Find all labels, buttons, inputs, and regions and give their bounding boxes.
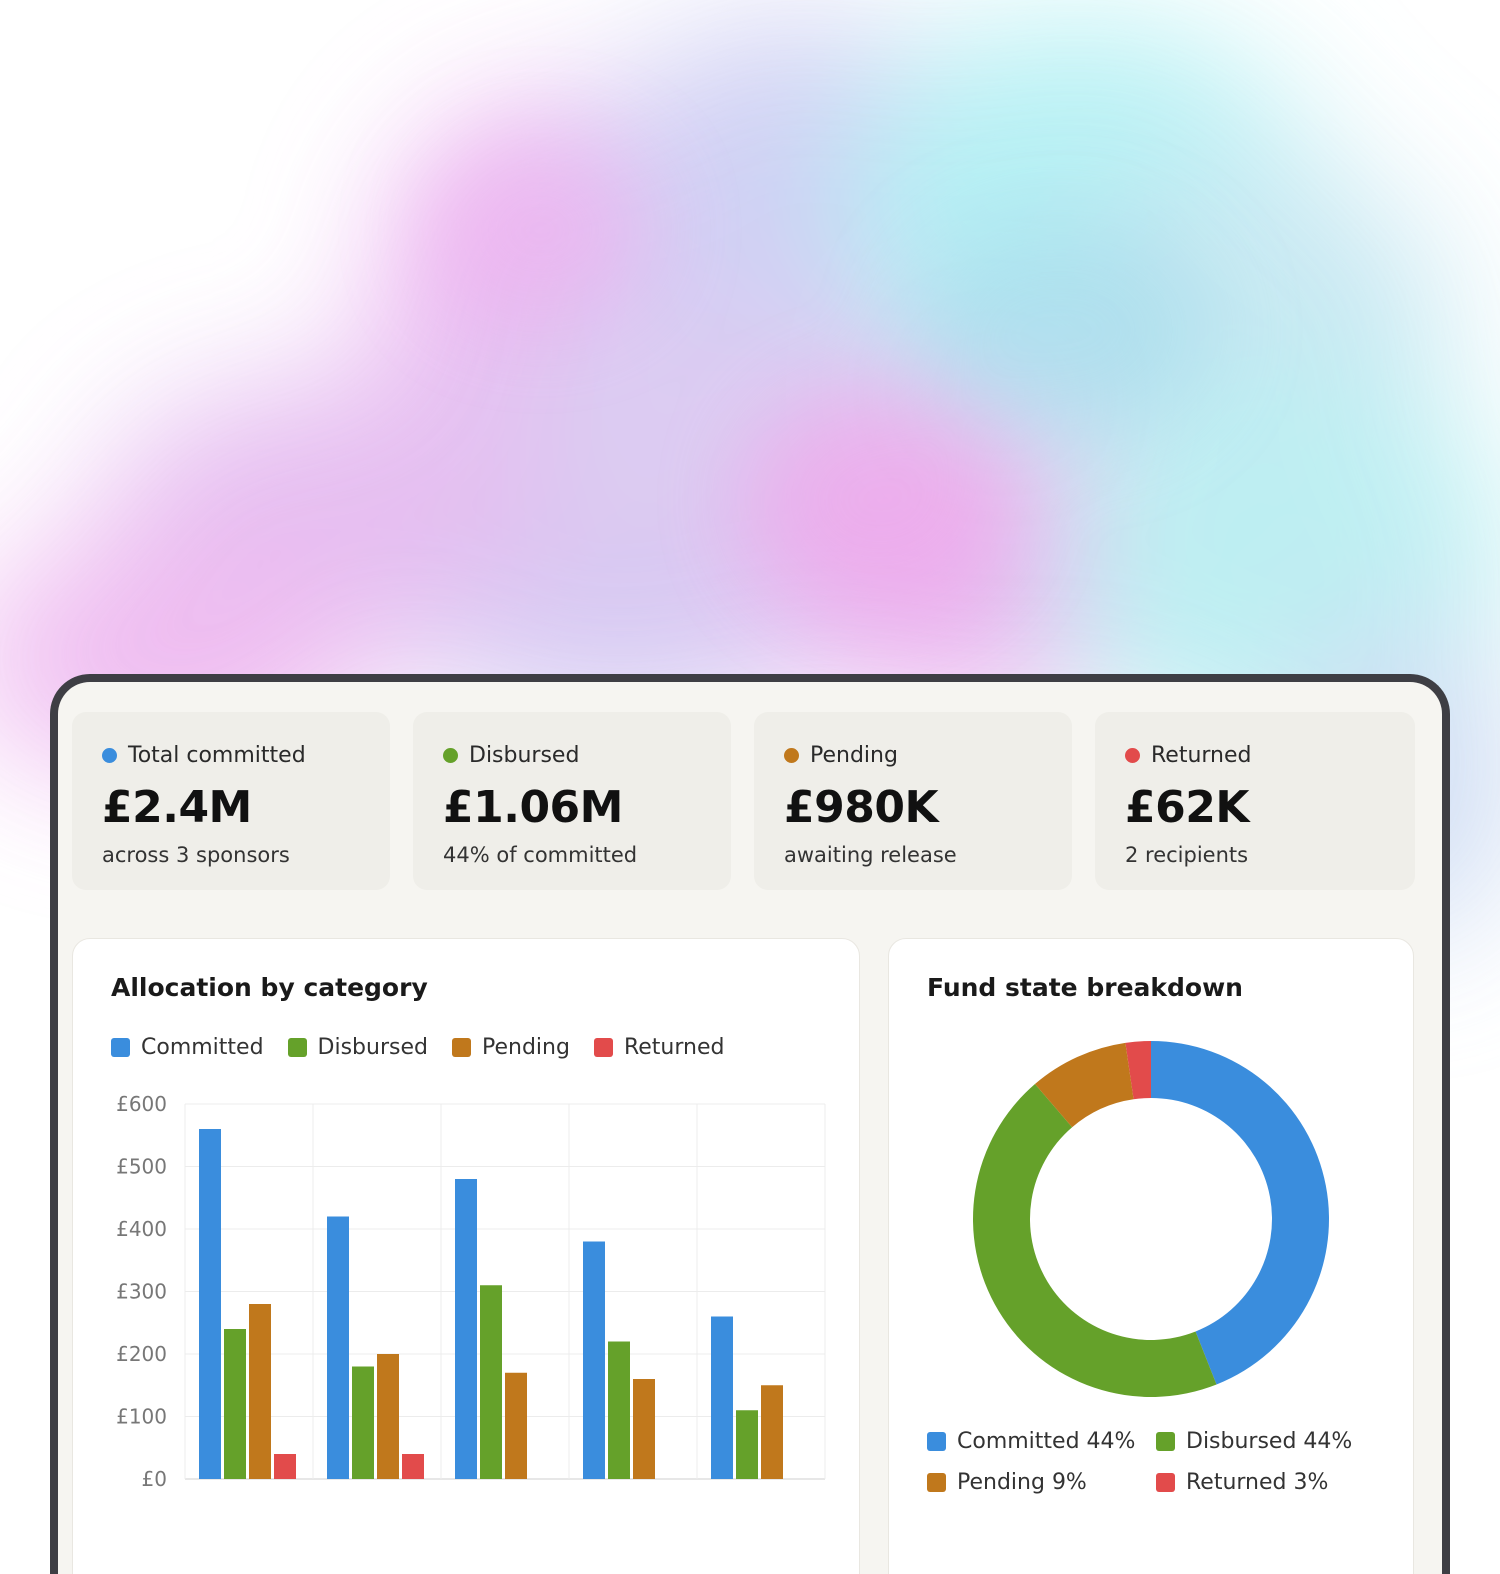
y-tick-label: £200	[116, 1342, 167, 1366]
donut-slice-committed[interactable]	[1151, 1041, 1329, 1385]
legend-label: Returned	[623, 1035, 725, 1060]
y-tick-label: £100	[116, 1405, 167, 1429]
bar-committed[interactable]	[327, 1216, 349, 1480]
bar-returned[interactable]	[274, 1454, 296, 1479]
bar-pending[interactable]	[633, 1379, 655, 1479]
stat-subtext: across 3 sponsors	[102, 843, 290, 867]
bar-returned[interactable]	[402, 1454, 424, 1479]
bar-pending[interactable]	[505, 1372, 527, 1479]
stat-value: £980K	[784, 782, 939, 833]
bar-pending[interactable]	[377, 1354, 399, 1479]
y-tick-label: £300	[116, 1280, 167, 1304]
stat-value: £1.06M	[443, 782, 623, 833]
legend-item-returned[interactable]: Returned	[593, 1035, 725, 1060]
legend-label: Disbursed 44%	[1186, 1429, 1353, 1454]
donut-slice-returned[interactable]	[1125, 1041, 1151, 1100]
donut-slice-pending[interactable]	[1034, 1042, 1134, 1128]
legend-label: Committed 44%	[957, 1429, 1136, 1454]
bar-committed[interactable]	[711, 1316, 733, 1480]
legend-label: Pending 9%	[957, 1470, 1087, 1495]
stat-label: Returned	[1151, 742, 1252, 768]
bar-disbursed[interactable]	[480, 1285, 502, 1479]
legend-label: Pending	[481, 1035, 570, 1060]
status-dot-icon	[1125, 747, 1140, 763]
tablet-frame: Total committed £2.4M across 3 sponsors …	[50, 674, 1450, 1574]
status-dot-icon	[784, 747, 799, 763]
y-tick-label: £500	[116, 1155, 167, 1179]
fund-state-donut-chart	[973, 1041, 1329, 1397]
legend-item-disbursed[interactable]: Disbursed	[287, 1035, 428, 1060]
stat-label: Disbursed	[469, 742, 580, 768]
bar-pending[interactable]	[761, 1385, 783, 1479]
y-tick-label: £600	[116, 1092, 167, 1116]
stat-label: Pending	[810, 742, 898, 768]
swatch-icon	[287, 1038, 307, 1057]
stat-subtext: 2 recipients	[1125, 843, 1249, 867]
stat-card-pending[interactable]: Pending £980K awaiting release	[754, 712, 1072, 890]
legend-label: Returned 3%	[1186, 1470, 1329, 1495]
bar-committed[interactable]	[199, 1129, 221, 1479]
swatch-icon	[451, 1038, 471, 1057]
legend-item-committed[interactable]: Committed	[111, 1035, 264, 1060]
donut-slice-disbursed[interactable]	[973, 1084, 1217, 1397]
status-dot-icon	[443, 747, 458, 763]
swatch-icon	[593, 1038, 613, 1057]
allocation-panel: Allocation by category Committed Disburs…	[72, 938, 860, 1574]
bar-committed[interactable]	[583, 1241, 605, 1480]
bar-disbursed[interactable]	[352, 1366, 374, 1480]
stat-card-disbursed[interactable]: Disbursed £1.06M 44% of committed	[413, 712, 731, 890]
swatch-icon	[1156, 1473, 1175, 1492]
bar-disbursed[interactable]	[608, 1341, 630, 1480]
legend-label: Disbursed	[317, 1035, 428, 1060]
y-tick-label: £0	[142, 1467, 167, 1491]
swatch-icon	[927, 1432, 946, 1451]
stat-subtext: awaiting release	[784, 843, 957, 867]
allocation-title: Allocation by category	[111, 973, 428, 1002]
fund-state-panel: Fund state breakdown Committed 44% Disbu…	[888, 938, 1414, 1574]
legend-label: Committed	[141, 1035, 264, 1060]
legend-item-pending[interactable]: Pending	[451, 1035, 570, 1060]
swatch-icon	[111, 1038, 130, 1057]
swatch-icon	[927, 1473, 946, 1492]
fund-state-title: Fund state breakdown	[927, 973, 1243, 1002]
pie-legend-returned[interactable]: Returned 3%	[1156, 1470, 1328, 1495]
bar-committed[interactable]	[455, 1179, 477, 1479]
stat-card-returned[interactable]: Returned £62K 2 recipients	[1095, 712, 1415, 890]
swatch-icon	[1156, 1432, 1175, 1451]
stat-value: £62K	[1125, 782, 1249, 833]
stat-value: £2.4M	[102, 782, 252, 833]
stat-subtext: 44% of committed	[443, 843, 638, 867]
bar-pending[interactable]	[249, 1304, 271, 1479]
status-dot-icon	[102, 747, 117, 763]
pie-legend-pending[interactable]: Pending 9%	[927, 1470, 1087, 1495]
allocation-bar-chart: £0 £100 £200 £300 £400 £500 £600	[116, 1092, 826, 1491]
allocation-legend: Committed Disbursed Pending Returned	[111, 1035, 748, 1060]
bar-disbursed[interactable]	[736, 1410, 758, 1479]
stat-card-total-committed[interactable]: Total committed £2.4M across 3 sponsors	[72, 712, 390, 890]
y-tick-label: £400	[116, 1217, 167, 1241]
stat-label: Total committed	[128, 742, 306, 768]
bar-disbursed[interactable]	[224, 1329, 246, 1479]
pie-legend-committed[interactable]: Committed 44%	[927, 1429, 1135, 1454]
pie-legend-disbursed[interactable]: Disbursed 44%	[1156, 1429, 1352, 1454]
